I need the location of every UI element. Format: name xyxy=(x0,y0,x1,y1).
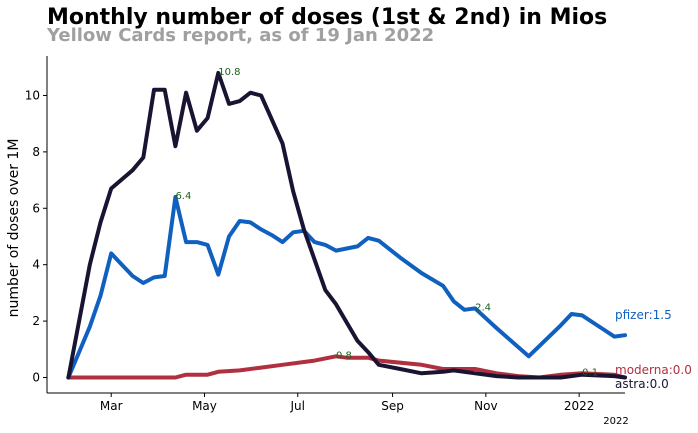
y-tick-label: 8 xyxy=(32,145,40,159)
series-label-moderna: moderna:0.0 xyxy=(615,363,692,377)
data-annotation: 10.8 xyxy=(218,67,240,78)
data-annotation: 0.8 xyxy=(336,350,352,361)
series-group: moderna:0.0 pfizer:1.5 astra:0.0 xyxy=(66,70,692,391)
y-tick-label: 6 xyxy=(32,201,40,215)
data-annotation: 6.4 xyxy=(175,191,191,202)
annotations: 10.8 6.4 0.8 2.4 0.1 xyxy=(175,67,598,378)
x-tick-label: Jul xyxy=(290,399,305,413)
y-tick-label: 0 xyxy=(32,370,40,384)
data-annotation: 2.4 xyxy=(475,302,491,313)
y-tick-label: 2 xyxy=(32,314,40,328)
y-tick-label: 10 xyxy=(25,88,40,102)
y-tick-label: 4 xyxy=(32,258,40,272)
x-tick-label: Sep xyxy=(381,399,404,413)
axes: 0 2 4 6 8 10 Mar May Jul Sep Nov 2022 xyxy=(25,56,625,413)
chart-title: Monthly number of doses (1st & 2nd) in M… xyxy=(47,5,607,30)
x-tick-label: Nov xyxy=(474,399,497,413)
x-tick-label: Mar xyxy=(100,399,123,413)
data-annotation: 0.1 xyxy=(582,367,598,378)
x-tick-label: May xyxy=(192,399,217,413)
series-label-astra: astra:0.0 xyxy=(615,377,669,391)
year-note: 2022 xyxy=(603,416,628,427)
series-label-pfizer: pfizer:1.5 xyxy=(615,308,672,322)
series-line-astra xyxy=(66,70,627,380)
x-tick-label: 2022 xyxy=(564,399,595,413)
chart-subtitle: Yellow Cards report, as of 19 Jan 2022 xyxy=(46,25,434,46)
y-axis-label: number of doses over 1M xyxy=(6,139,22,318)
